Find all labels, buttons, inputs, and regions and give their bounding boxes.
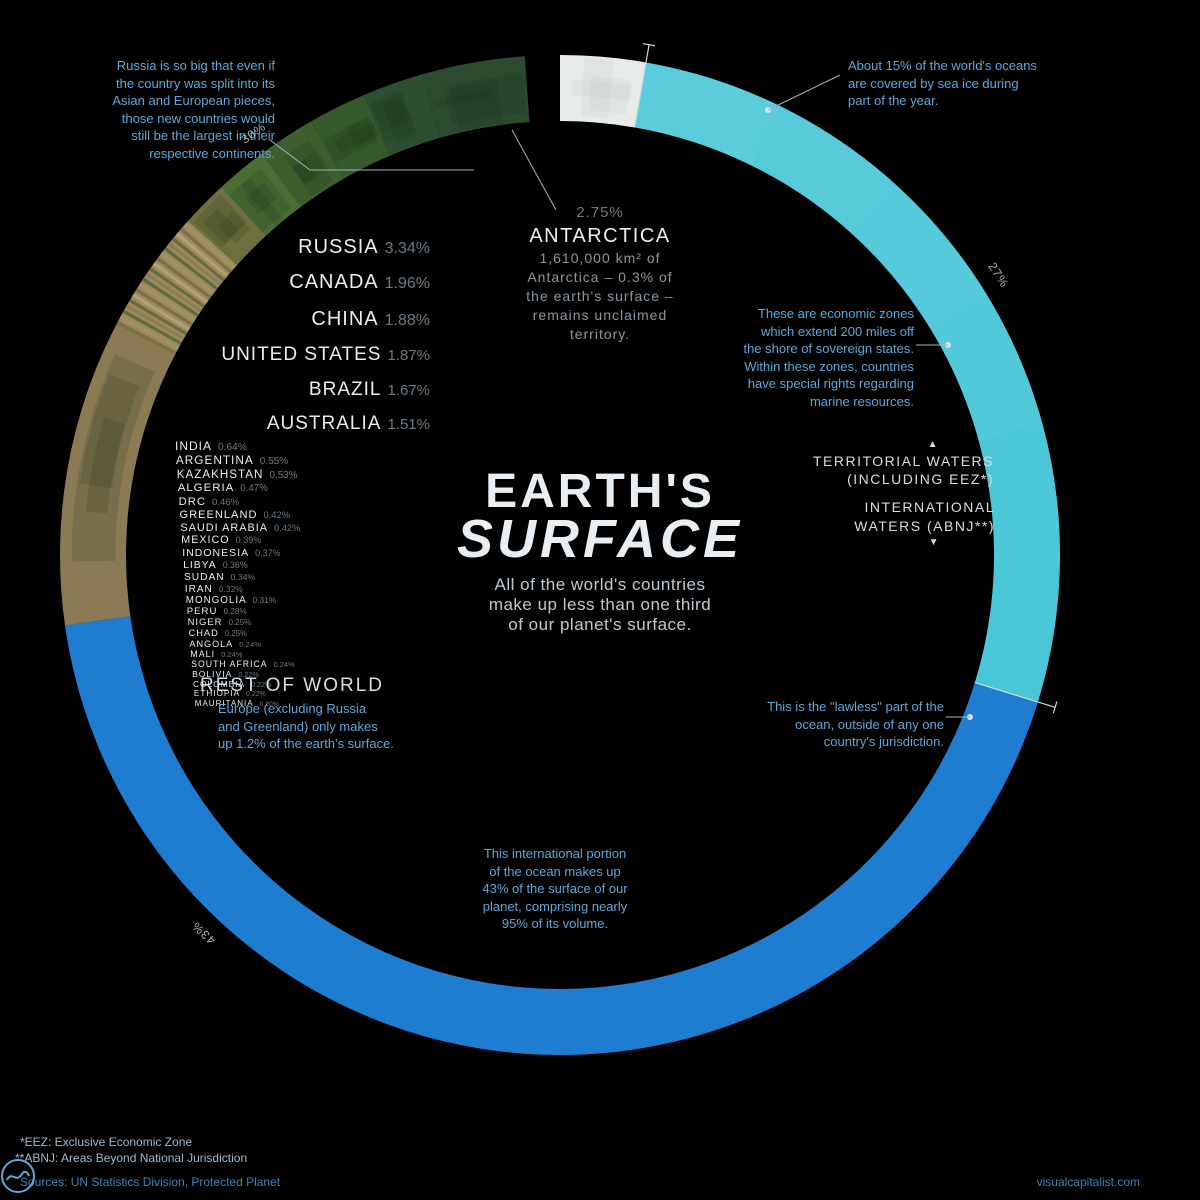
- subtitle: All of the world's countries make up les…: [0, 575, 1200, 635]
- country-pct: 0.37%: [249, 548, 280, 558]
- rest-of-world-label: REST OF WORLD: [200, 675, 384, 697]
- country-pct: 0.24%: [268, 660, 295, 669]
- intl-note: This international portion of the ocean …: [425, 845, 685, 933]
- country-pct: 1.88%: [379, 312, 430, 329]
- country-name: RUSSIA: [298, 236, 378, 258]
- country-name: BRAZIL: [309, 379, 382, 400]
- waters-line: (INCLUDING EEZ*): [774, 470, 994, 489]
- country-pct: 1.67%: [381, 382, 430, 399]
- brand-logo-icon: [0, 1158, 36, 1194]
- country-pct: 1.51%: [381, 416, 430, 433]
- country-pct: 1.96%: [379, 275, 430, 292]
- country-row: RUSSIA3.34%: [0, 237, 430, 257]
- country-row: UNITED STATES1.87%: [0, 345, 430, 364]
- europe-note: Europe (excluding Russia and Greenland) …: [218, 700, 448, 753]
- brand-link[interactable]: visualcapitalist.com: [1037, 1175, 1140, 1189]
- waters-line: WATERS (ABNJ**): [815, 517, 995, 536]
- antarctica-pct: 2.75%: [0, 204, 1200, 221]
- country-name: CHINA: [311, 308, 378, 330]
- country-pct: 1.87%: [381, 347, 430, 364]
- country-name: AUSTRALIA: [267, 413, 382, 434]
- waters-line: TERRITORIAL WATERS: [774, 452, 994, 471]
- footnote-sources: Sources: UN Statistics Division, Protect…: [20, 1175, 280, 1189]
- antarctica-desc: 1,610,000 km² of Antarctica – 0.3% of th…: [0, 249, 1200, 343]
- country-name: UNITED STATES: [221, 344, 381, 365]
- country-pct: 0.31%: [247, 595, 277, 605]
- country-row: BRAZIL1.67%: [0, 380, 430, 399]
- territorial-waters-label: ▲TERRITORIAL WATERS(INCLUDING EEZ*): [774, 438, 994, 489]
- country-pct: 0.53%: [263, 470, 297, 481]
- country-pct: 0.47%: [234, 483, 268, 494]
- arrow-up-icon: ▲: [774, 438, 994, 452]
- country-name: INDIA: [175, 439, 212, 453]
- country-pct: 0.42%: [268, 523, 300, 533]
- lawless-note: This is the "lawless" part of the ocean,…: [684, 698, 944, 751]
- seaice-note: About 15% of the world's oceans are cove…: [848, 57, 1108, 110]
- waters-line: INTERNATIONAL: [815, 498, 995, 517]
- footnote-abnj: **ABNJ: Areas Beyond National Jurisdicti…: [15, 1151, 247, 1165]
- footnote-eez: *EEZ: Exclusive Economic Zone: [20, 1135, 192, 1149]
- country-name: CANADA: [289, 271, 378, 293]
- country-row: CANADA1.96%: [0, 272, 430, 292]
- russia-note: Russia is so big that even if the countr…: [45, 57, 275, 162]
- country-row: CHINA1.88%: [0, 309, 430, 329]
- eez-note: These are economic zones which extend 20…: [664, 305, 914, 410]
- international-waters-label: INTERNATIONALWATERS (ABNJ**)▼: [815, 498, 995, 549]
- country-row: AUSTRALIA1.51%: [0, 414, 430, 433]
- arrow-down-icon: ▼: [815, 536, 995, 550]
- country-pct: 3.34%: [379, 240, 430, 257]
